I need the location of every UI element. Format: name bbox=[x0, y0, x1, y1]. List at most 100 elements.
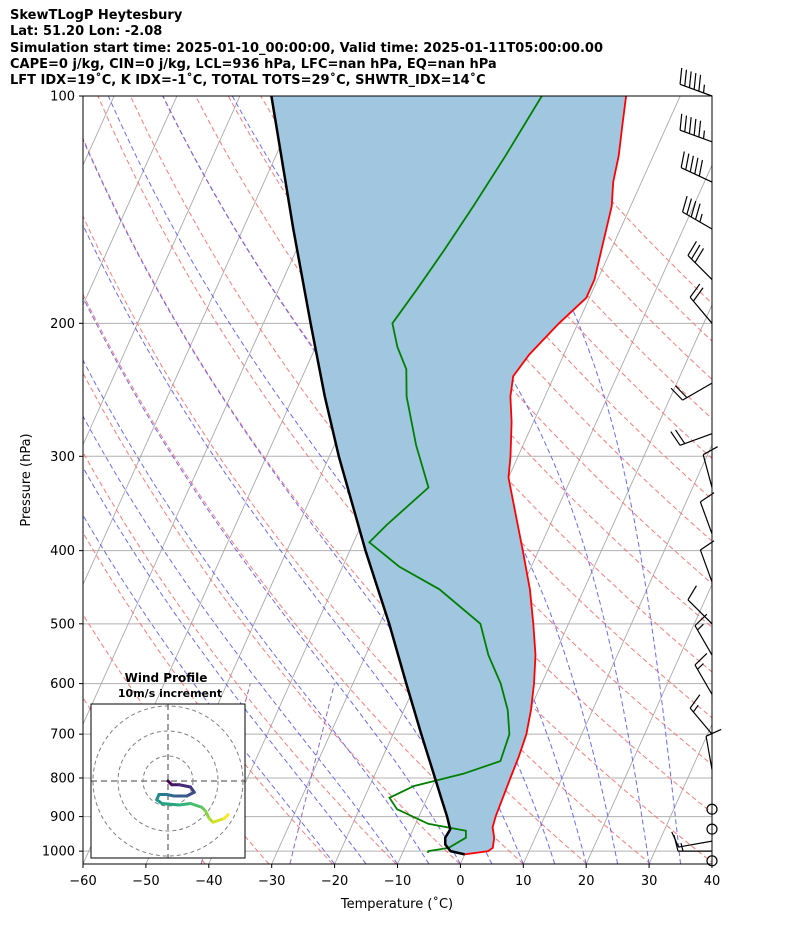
barb-shaft bbox=[679, 83, 713, 97]
barb-shaft bbox=[679, 433, 713, 446]
x-axis-ticks: −60 −50 −40 −30 −20 −10 0 10 20 30 40 bbox=[69, 864, 720, 889]
barb-full-flag bbox=[694, 157, 699, 175]
x-tick-label: −40 bbox=[195, 874, 222, 889]
hodograph-segment bbox=[177, 783, 192, 789]
dry-adiabat bbox=[83, 613, 270, 864]
isotherm-line bbox=[522, 443, 712, 864]
barb-full-flag bbox=[679, 67, 683, 85]
barb-full-flag bbox=[687, 585, 697, 601]
dewpoint-line bbox=[367, 96, 543, 854]
wind-barb bbox=[699, 540, 715, 583]
isotherm-line bbox=[648, 723, 712, 864]
barb-full-flag bbox=[702, 446, 718, 456]
header-line-title: SkewTLogP Heytesbury bbox=[10, 8, 183, 23]
hodograph-segment bbox=[160, 802, 181, 807]
barb-full-flag bbox=[698, 159, 704, 177]
barb-full-flag bbox=[694, 613, 708, 627]
barb-full-flag bbox=[693, 73, 697, 90]
figure-header: SkewTLogP Heytesbury Lat: 51.20 Lon: -2.… bbox=[10, 8, 603, 89]
barb-full-flag bbox=[689, 694, 701, 709]
wind-barbs bbox=[670, 67, 722, 867]
x-tick-label: −10 bbox=[384, 874, 411, 889]
barb-half-flag bbox=[680, 842, 684, 852]
x-tick-label: 20 bbox=[578, 874, 595, 889]
barb-half-flag bbox=[692, 704, 699, 713]
calm-wind-circle bbox=[706, 823, 718, 835]
isotherm-line bbox=[585, 583, 712, 864]
moist-adiabat bbox=[83, 514, 335, 864]
barb-shaft bbox=[689, 296, 713, 324]
barb-full-flag bbox=[698, 120, 702, 138]
hodograph-segment bbox=[211, 817, 226, 824]
x-tick-label: −20 bbox=[321, 874, 348, 889]
calm-wind-circle bbox=[706, 803, 718, 815]
isotherm-line bbox=[83, 96, 241, 446]
wind-barb bbox=[694, 653, 713, 695]
barb-full-flag bbox=[689, 283, 701, 298]
header-line-indices: LFT IDX=19˚C, K IDX=-1˚C, TOTAL TOTS=29˚… bbox=[10, 73, 486, 89]
barb-half-flag bbox=[697, 663, 704, 670]
barb-shaft bbox=[682, 211, 713, 230]
y-tick-label: 800 bbox=[50, 771, 75, 786]
wind-barb bbox=[699, 492, 715, 535]
barb-full-flag bbox=[694, 203, 701, 220]
isotherm-line bbox=[83, 96, 304, 586]
barb-full-flag bbox=[673, 834, 679, 852]
wind-barb bbox=[680, 151, 713, 183]
barb-full-flag bbox=[687, 241, 697, 256]
wind-barb bbox=[687, 241, 713, 280]
hodograph-subtitle: 10m/s increment bbox=[118, 687, 222, 700]
isotherm-line bbox=[711, 862, 712, 864]
parcel-fill-area bbox=[271, 96, 627, 855]
mixing-ratio-line bbox=[289, 683, 335, 864]
wind-barb bbox=[679, 113, 713, 143]
barb-full-flag bbox=[670, 431, 681, 446]
isotherm-line bbox=[83, 96, 178, 306]
hodograph-segment bbox=[177, 802, 192, 807]
barb-full-flag bbox=[681, 195, 688, 213]
dry-adiabat bbox=[83, 531, 333, 864]
moist-adiabat bbox=[83, 415, 398, 864]
wind-barb bbox=[670, 382, 713, 401]
barb-full-flag bbox=[692, 287, 704, 302]
dry-adiabat bbox=[162, 96, 712, 766]
y-axis-label: Pressure (hPa) bbox=[19, 433, 34, 526]
wind-barb bbox=[689, 694, 713, 735]
barb-full-flag bbox=[700, 540, 715, 551]
y-tick-label: 700 bbox=[50, 728, 75, 743]
barb-full-flag bbox=[693, 118, 697, 136]
barb-full-flag bbox=[698, 74, 702, 92]
header-line-location: Lat: 51.20 Lon: -2.08 bbox=[10, 24, 163, 40]
wind-barb bbox=[679, 67, 713, 97]
dry-adiabat bbox=[195, 96, 712, 719]
dry-adiabat bbox=[83, 293, 524, 864]
barb-shaft bbox=[679, 129, 713, 143]
barb-shaft bbox=[705, 736, 713, 770]
x-tick-label: −30 bbox=[258, 874, 285, 889]
x-tick-label: 30 bbox=[641, 874, 658, 889]
moist-adiabat bbox=[83, 466, 367, 864]
barb-shaft bbox=[702, 454, 713, 488]
barb-full-flag bbox=[685, 153, 690, 170]
dry-adiabat bbox=[83, 371, 461, 864]
y-tick-label: 100 bbox=[50, 90, 75, 105]
barb-full-flag bbox=[690, 200, 697, 218]
hodograph-title: Wind Profile bbox=[125, 671, 208, 685]
barb-full-flag bbox=[688, 117, 692, 134]
barb-half-flag bbox=[702, 130, 705, 139]
dry-adiabat bbox=[83, 451, 397, 864]
moist-adiabat bbox=[107, 96, 556, 864]
barb-full-flag bbox=[694, 653, 708, 666]
dry-adiabat bbox=[423, 96, 712, 420]
barb-shaft bbox=[699, 549, 713, 583]
wind-barb bbox=[681, 195, 713, 230]
y-tick-label: 1000 bbox=[42, 845, 75, 860]
y-axis-ticks: 1000 900 800 700 600 500 400 300 200 100 bbox=[42, 90, 83, 860]
y-tick-label: 300 bbox=[50, 450, 75, 465]
moist-adiabat bbox=[83, 359, 430, 864]
barb-shaft bbox=[687, 255, 713, 280]
barb-half-flag bbox=[702, 84, 705, 93]
barb-shaft bbox=[689, 707, 713, 735]
barb-shaft bbox=[694, 625, 713, 656]
